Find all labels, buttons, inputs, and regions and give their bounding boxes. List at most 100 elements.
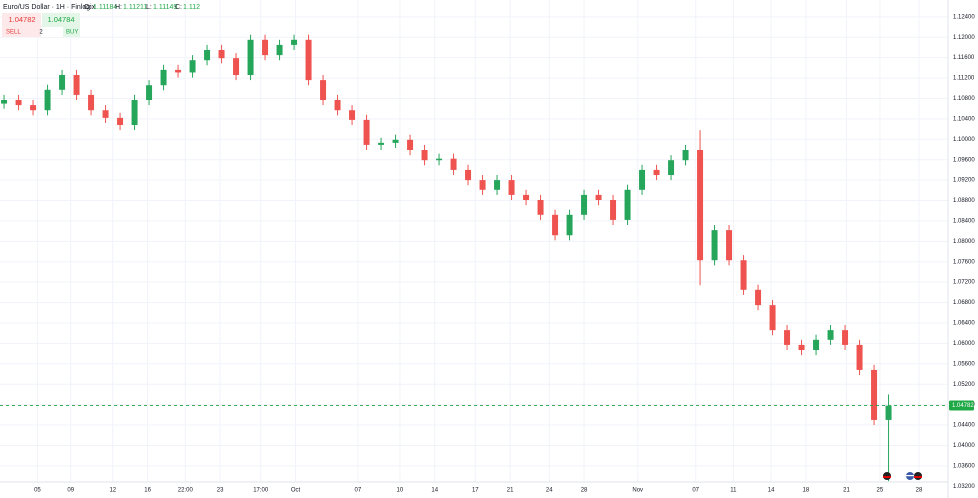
candle-body xyxy=(682,150,689,161)
candle-body xyxy=(436,158,443,161)
x-tick-label: 11 xyxy=(730,488,737,494)
candle-body xyxy=(117,117,124,126)
trade-panel: 1.04782 SELL 2 1.04784 BUY xyxy=(2,13,80,38)
candle-body xyxy=(44,89,51,111)
y-tick-label: 1.06400 xyxy=(953,321,975,327)
ohlc-label: O: xyxy=(84,4,91,11)
x-tick-label: 07 xyxy=(692,488,699,494)
candle-body xyxy=(624,189,631,220)
sell-button[interactable] xyxy=(2,13,41,37)
y-tick-label: 1.05600 xyxy=(953,361,975,367)
quantity[interactable]: 2 xyxy=(39,30,43,36)
candle-body xyxy=(769,305,776,331)
event-flags xyxy=(883,472,922,480)
sell-price[interactable]: 1.04782 xyxy=(8,15,35,24)
candle-body xyxy=(305,39,312,81)
candle-body xyxy=(813,339,820,351)
y-tick-label: 1.09200 xyxy=(953,178,975,184)
candle-body xyxy=(740,260,747,290)
y-tick-label: 1.03600 xyxy=(953,463,975,469)
x-tick-label: 18 xyxy=(803,488,810,494)
candle-body xyxy=(653,169,660,176)
candle-body xyxy=(218,50,225,59)
y-tick-label: 1.07600 xyxy=(953,259,975,265)
x-tick-label: 16 xyxy=(144,488,151,494)
x-tick-label: Oct xyxy=(291,488,301,494)
grid xyxy=(0,0,948,487)
y-tick-label: 1.06800 xyxy=(953,300,975,306)
candle-body xyxy=(291,39,298,45)
candle-body xyxy=(30,105,37,111)
candle-body xyxy=(276,44,283,56)
candle-body xyxy=(204,50,211,61)
candle-body xyxy=(131,100,138,126)
y-tick-label: 1.04400 xyxy=(953,423,975,429)
candle-body xyxy=(407,139,414,151)
candle-body xyxy=(595,194,602,201)
candle-body xyxy=(233,58,240,76)
y-tick-label: 1.09600 xyxy=(953,157,975,163)
y-tick-label: 1.10800 xyxy=(953,96,975,102)
candle-body xyxy=(711,230,718,261)
candle-body xyxy=(189,60,196,73)
ohlc-value: 1.11149 xyxy=(153,4,177,11)
buy-price[interactable]: 1.04784 xyxy=(47,15,74,24)
x-tick-label: 25 xyxy=(877,488,884,494)
candle-body xyxy=(1,100,8,104)
candle-body xyxy=(363,119,370,145)
last-price-tag xyxy=(949,400,974,411)
candle-body xyxy=(842,330,849,345)
ohlc-label: H: xyxy=(115,4,122,11)
y-tick-label: 1.12400 xyxy=(953,14,975,20)
candle-body xyxy=(639,169,646,190)
quantity-box-bg xyxy=(41,27,63,37)
candle-body xyxy=(581,194,588,215)
candle-body xyxy=(871,369,878,420)
x-tick-label: Nov xyxy=(632,488,643,494)
candle-body xyxy=(175,69,182,73)
ohlc-value: 1.11211 xyxy=(123,4,147,11)
candle-body xyxy=(552,214,559,236)
sell-label[interactable]: SELL xyxy=(6,30,21,36)
candles xyxy=(0,34,948,482)
candle-body xyxy=(726,230,733,261)
candle-body xyxy=(610,200,617,220)
candle-body xyxy=(378,142,385,145)
x-tick-label: 17 xyxy=(472,488,479,494)
candle-body xyxy=(668,160,675,176)
buy-label[interactable]: BUY xyxy=(66,30,78,36)
y-tick-label: 1.08800 xyxy=(953,198,975,204)
x-tick-label: 22:00 xyxy=(178,488,194,494)
y-tick-label: 1.08400 xyxy=(953,219,975,225)
y-tick-label: 1.11600 xyxy=(953,55,975,61)
candle-body xyxy=(827,330,834,340)
candle-body xyxy=(450,158,457,170)
candle-body xyxy=(856,344,863,370)
ohlc-value: 1.11184 xyxy=(93,4,117,11)
candle-body xyxy=(494,180,501,190)
candle-body xyxy=(508,180,515,195)
candle-body xyxy=(262,39,269,56)
candle-body xyxy=(88,94,95,111)
ohlc-label: L: xyxy=(146,4,152,11)
x-tick-label: 28 xyxy=(581,488,588,494)
x-tick-label: 09 xyxy=(67,488,74,494)
flag-stripe xyxy=(914,476,922,478)
last-price-label: 1.04782 xyxy=(952,403,974,409)
candle-body xyxy=(320,80,327,101)
x-tick-label: 12 xyxy=(109,488,116,494)
x-tick-label: 28 xyxy=(916,488,923,494)
candle-body xyxy=(146,85,153,101)
x-tick-label: 10 xyxy=(397,488,404,494)
candle-body xyxy=(697,150,704,261)
candle-body xyxy=(755,289,762,306)
candle-body xyxy=(102,110,109,118)
y-tick-label: 1.06000 xyxy=(953,341,975,347)
candle-body xyxy=(73,75,80,95)
y-tick-label: 1.03200 xyxy=(953,484,975,490)
header: Euro/US Dollar · 1H · Finlogix O: 1.1118… xyxy=(3,4,200,11)
x-tick-label: 05 xyxy=(34,488,41,494)
candle-body xyxy=(537,200,544,215)
